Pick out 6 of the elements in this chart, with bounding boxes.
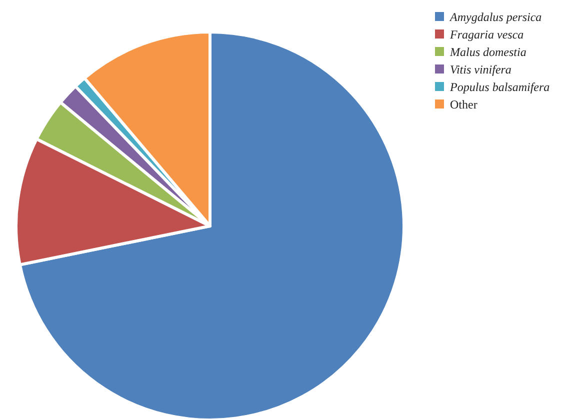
legend-label: Fragaria vesca [449,28,524,42]
legend-label: Vitis vinifera [450,62,512,76]
legend-label: Malus domestia [449,45,526,59]
legend-label: Populus balsamifera [449,80,550,94]
legend-label: Other [450,98,478,112]
legend-label: Amygdalus persica [449,10,542,24]
